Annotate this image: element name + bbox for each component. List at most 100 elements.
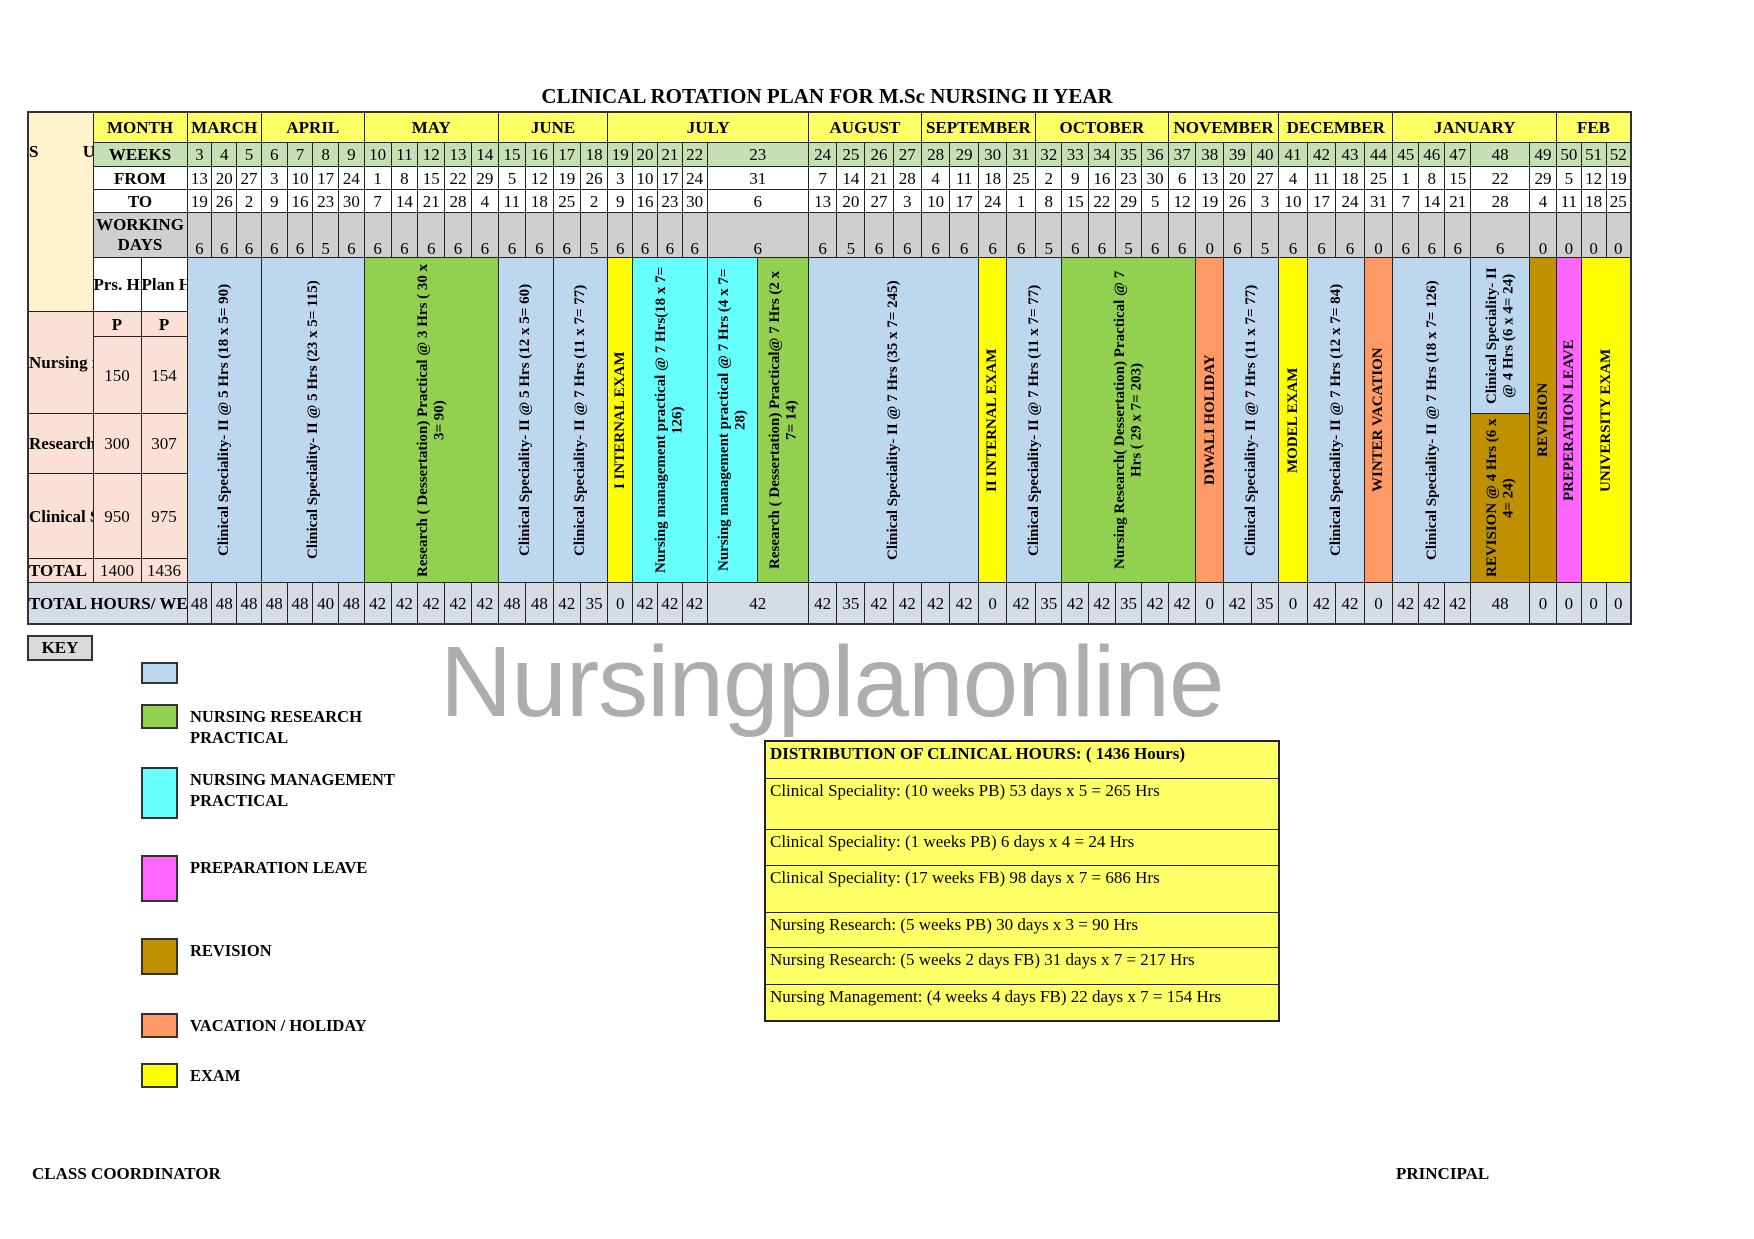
week-cell: 50 — [1555, 142, 1582, 167]
to-cell: 19 — [186, 189, 213, 213]
plan-hrs-header: Plan Hrs — [140, 257, 188, 312]
total-hours-cell: 48 — [236, 582, 262, 625]
from-cell: 26 — [579, 166, 609, 190]
to-cell: 29 — [1114, 189, 1143, 213]
working-days-cell: 6 — [260, 212, 288, 258]
working-days-cell: 6 — [920, 212, 951, 258]
total-hours-cell: 42 — [1335, 582, 1365, 625]
to-cell: 2 — [236, 189, 262, 213]
total-hours-cell: 0 — [1528, 582, 1557, 625]
block-label: I INTERNAL EXAM — [611, 351, 628, 489]
from-label: FROM — [92, 166, 188, 190]
from-cell: 19 — [552, 166, 581, 190]
total-hours-cell: 42 — [1061, 582, 1090, 625]
from-cell: 14 — [836, 166, 866, 190]
from-cell: 13 — [1195, 166, 1225, 190]
from-cell: 10 — [286, 166, 314, 190]
subject-nursing-management: Nursing management — [27, 311, 94, 414]
block-label: WINTER VACATION — [1370, 347, 1387, 493]
to-cell: 14 — [1418, 189, 1446, 213]
total-hours-cell: 42 — [552, 582, 581, 625]
working-days-cell: 6 — [444, 212, 472, 258]
block-clinical: Clinical Speciality- II @ 7 Hrs (12 x 7=… — [1306, 257, 1365, 583]
to-cell: 23 — [312, 189, 339, 213]
unit-row: Nursing managementPP — [27, 311, 1631, 414]
to-cell: 7 — [363, 189, 392, 213]
total-hours-cell: 35 — [579, 582, 609, 625]
to-cell: 10 — [920, 189, 951, 213]
total-hours-row: TOTAL HOURS/ WEEK48484848484048424242424… — [27, 582, 1632, 625]
month-cell: JUNE — [497, 111, 609, 143]
total-hours-cell: 48 — [286, 582, 314, 625]
block-clinical: Clinical Speciality- II @ 5 Hrs (18 x 5=… — [186, 257, 262, 583]
working-days-cell: 5 — [1250, 212, 1280, 258]
working-days-cell: 0 — [1555, 212, 1582, 258]
to-cell: 25 — [1605, 189, 1632, 213]
block-label: Research ( Dessertation) Practical@ 7 Hr… — [766, 270, 800, 570]
vacation-swatch-icon — [141, 1013, 178, 1038]
week-cell: 46 — [1418, 142, 1446, 167]
total-hours-cell: 42 — [1088, 582, 1116, 625]
week-cell: 47 — [1444, 142, 1472, 167]
total-hours-cell: 42 — [632, 582, 658, 625]
principal-signature-label: PRINCIPAL — [1396, 1164, 1490, 1183]
to-label: TO — [92, 189, 188, 213]
week-cell: 6 — [260, 142, 288, 167]
working-days-cell: 5 — [579, 212, 609, 258]
block-clinical: Clinical Speciality- II @ 7 Hrs (35 x 7=… — [808, 257, 979, 583]
month-cell: APRIL — [260, 111, 365, 143]
month-cell: MARCH — [186, 111, 262, 143]
week-cell: 38 — [1195, 142, 1225, 167]
week-cell: 13 — [444, 142, 472, 167]
distribution-table: DISTRIBUTION OF CLINICAL HOURS: ( 1436 H… — [764, 740, 1280, 1022]
total-hours-cell: 0 — [607, 582, 634, 625]
month-cell: MAY — [363, 111, 499, 143]
total-hours-cell: 42 — [444, 582, 472, 625]
to-cell: 4 — [470, 189, 499, 213]
to-cell: 16 — [286, 189, 314, 213]
to-cell: 16 — [632, 189, 658, 213]
total-hours-cell: 42 — [920, 582, 951, 625]
total-hours-cell: 48 — [525, 582, 554, 625]
week-cell: 7 — [286, 142, 314, 167]
to-cell: 30 — [681, 189, 708, 213]
working-days-cell: 6 — [1061, 212, 1090, 258]
to-cell: 21 — [417, 189, 446, 213]
block-label: Clinical Speciality- II @ 7 Hrs (12 x 7=… — [1327, 283, 1344, 557]
total-hours-label: TOTAL HOURS/ WEEK — [27, 582, 188, 625]
block-label: Clinical Speciality- II @ 7 Hrs (11 x 7=… — [572, 284, 589, 556]
from-row: FROM 13 20 27 3 10 17 24 1 8 15 22 29 5 12 19 26 3 10 17 24 3… — [28, 166, 1632, 190]
to-cell: 2 — [579, 189, 609, 213]
from-cell: 25 — [1006, 166, 1036, 190]
weeks-row: WEEKS 3 4 5 6 7 8 9 10 11 12 13 14 15 16 17 18 19 20 21 22 23… — [28, 142, 1632, 167]
total-hours-cell: 35 — [836, 582, 866, 625]
to-cell: 8 — [1034, 189, 1063, 213]
from-cell: 12 — [1580, 166, 1607, 190]
working-days-cell: 5 — [836, 212, 866, 258]
total-hours-cell: 42 — [864, 582, 894, 625]
to-cell: 11 — [1555, 189, 1582, 213]
block-label: REVISION — [1534, 382, 1551, 458]
management-swatch-icon — [141, 767, 178, 819]
block-exam: MODEL EXAM — [1278, 257, 1308, 583]
total-hours-cell: 42 — [808, 582, 838, 625]
prs-unit: P — [92, 311, 142, 337]
block-label: Clinical Speciality- II @ 5 Hrs (12 x 5=… — [517, 283, 534, 557]
month-row: S U B J E C TMONTHMARCHAPRILMAYJUNEJULYA… — [27, 111, 1632, 312]
to-cell: 28 — [444, 189, 472, 213]
block-label: Nursing management practical @ 7 Hrs (4 … — [715, 268, 749, 572]
to-cell: 27 — [864, 189, 894, 213]
working-days-cell: 6 — [656, 212, 683, 258]
to-cell: 13 — [808, 189, 838, 213]
to-cell: 9 — [260, 189, 288, 213]
research-swatch-icon — [141, 704, 178, 729]
working-days-cell: 0 — [1605, 212, 1632, 258]
total-hours-cell: 42 — [892, 582, 922, 625]
working-days-cell: 6 — [864, 212, 894, 258]
to-cell: 20 — [836, 189, 866, 213]
block-revision: REVISION @ 4 Hrs (6 x 4= 24) — [1470, 413, 1530, 583]
working-days-cell: 6 — [211, 212, 238, 258]
total-hours-cell: 42 — [1392, 582, 1420, 625]
total-hours-cell: 0 — [977, 582, 1008, 625]
